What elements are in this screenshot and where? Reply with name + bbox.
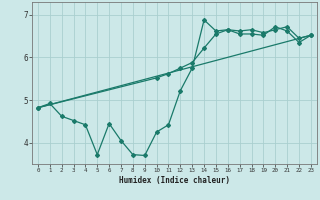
X-axis label: Humidex (Indice chaleur): Humidex (Indice chaleur) [119,176,230,185]
